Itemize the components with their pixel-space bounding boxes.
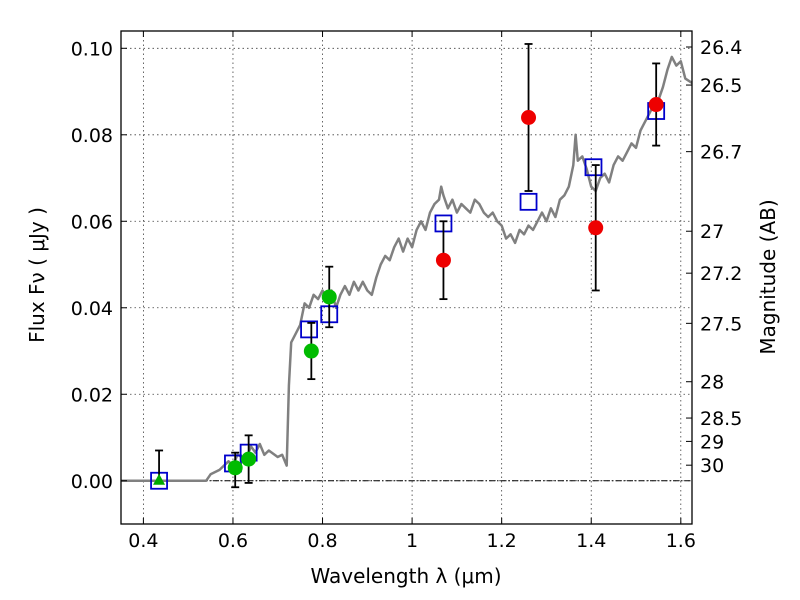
data-layer — [121, 43, 693, 490]
x-tick-label: 1.4 — [576, 530, 606, 552]
magnitude-tick-label: 28 — [700, 372, 724, 394]
optical-detection-point — [227, 460, 243, 476]
magnitude-tick-label: 26.4 — [700, 37, 742, 59]
y-tick-label: 0.10 — [71, 38, 113, 60]
x-axis-label: Wavelength λ (μm) — [310, 564, 501, 588]
y-tick-label: 0.00 — [71, 471, 113, 493]
x-tick-label: 1.6 — [666, 530, 696, 552]
plot-frame — [120, 30, 693, 525]
y-axis-label-right: Magnitude (AB) — [756, 199, 780, 354]
magnitude-tick-label: 28.5 — [700, 408, 742, 430]
y-tick-label: 0.08 — [71, 125, 113, 147]
x-tick-label: 0.6 — [218, 530, 248, 552]
model-photometry-square — [584, 158, 603, 177]
nir-detection-point — [521, 109, 537, 125]
magnitude-tick-label: 27.5 — [700, 313, 742, 335]
y-tick-label: 0.02 — [71, 384, 113, 406]
optical-detection-point — [321, 289, 337, 305]
x-tick-label: 0.4 — [128, 530, 158, 552]
model-spectrum-line — [121, 55, 693, 483]
y-tick-label: 0.06 — [71, 211, 113, 233]
x-tick-label: 0.8 — [307, 530, 337, 552]
magnitude-tick-label: 27 — [700, 221, 724, 243]
optical-detection-point — [241, 451, 257, 467]
x-tick-label: 1 — [406, 530, 418, 552]
magnitude-tick-label: 26.5 — [700, 75, 742, 97]
nir-detection-point — [588, 220, 604, 236]
magnitude-tick-label: 27.2 — [700, 263, 742, 285]
upper-limit-triangle — [153, 473, 166, 485]
magnitude-tick-label: 29 — [700, 431, 724, 453]
x-tick-label: 1.2 — [487, 530, 517, 552]
nir-detection-point — [648, 97, 664, 113]
magnitude-tick-label: 26.7 — [700, 142, 742, 164]
nir-detection-point — [435, 252, 451, 268]
optical-detection-point — [303, 343, 319, 359]
y-axis-label: Flux Fν ( μJy ) — [25, 207, 49, 343]
model-photometry-square — [519, 192, 538, 211]
magnitude-tick-label: 30 — [700, 455, 724, 477]
y-tick-label: 0.04 — [71, 298, 113, 320]
grid-layer — [121, 31, 692, 524]
model-photometry-square — [300, 320, 318, 339]
tick-layer: 0.4 0.6 0.8 1 1.2 1.4 1.6 0.00 0.02 0.04 0.06 0.08 0… — [71, 31, 742, 552]
